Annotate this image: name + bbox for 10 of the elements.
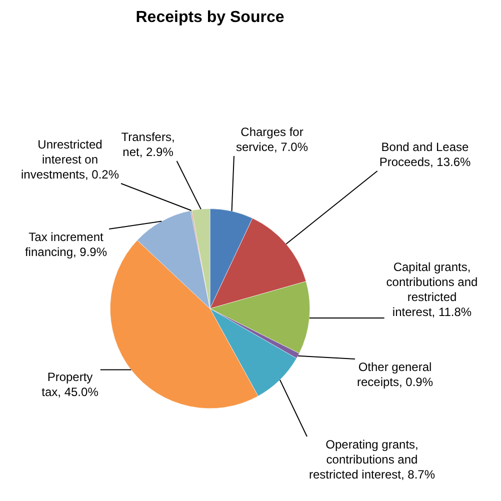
chart-title: Receipts by Source bbox=[136, 9, 284, 26]
slice-label: Property tax, 45.0% bbox=[42, 370, 99, 399]
slice-label: Transfers, net, 2.9% bbox=[121, 130, 175, 159]
slice-label: Charges for service, 7.0% bbox=[236, 124, 308, 154]
slice-label: Tax increment financing, 9.9% bbox=[24, 230, 108, 259]
slice-label: Other general receipts, 0.9% bbox=[356, 360, 434, 389]
slice-label: Unrestricted interest on investments, 0.2% bbox=[20, 137, 120, 182]
slice-label: Operating grants, contributions and restricted interest, 8.7% bbox=[308, 437, 436, 482]
slice-label: Bond and Lease Proceeds, 13.6% bbox=[379, 140, 472, 169]
slice-label: Capital grants, contributions and restricted interest, 11.8% bbox=[386, 260, 478, 319]
